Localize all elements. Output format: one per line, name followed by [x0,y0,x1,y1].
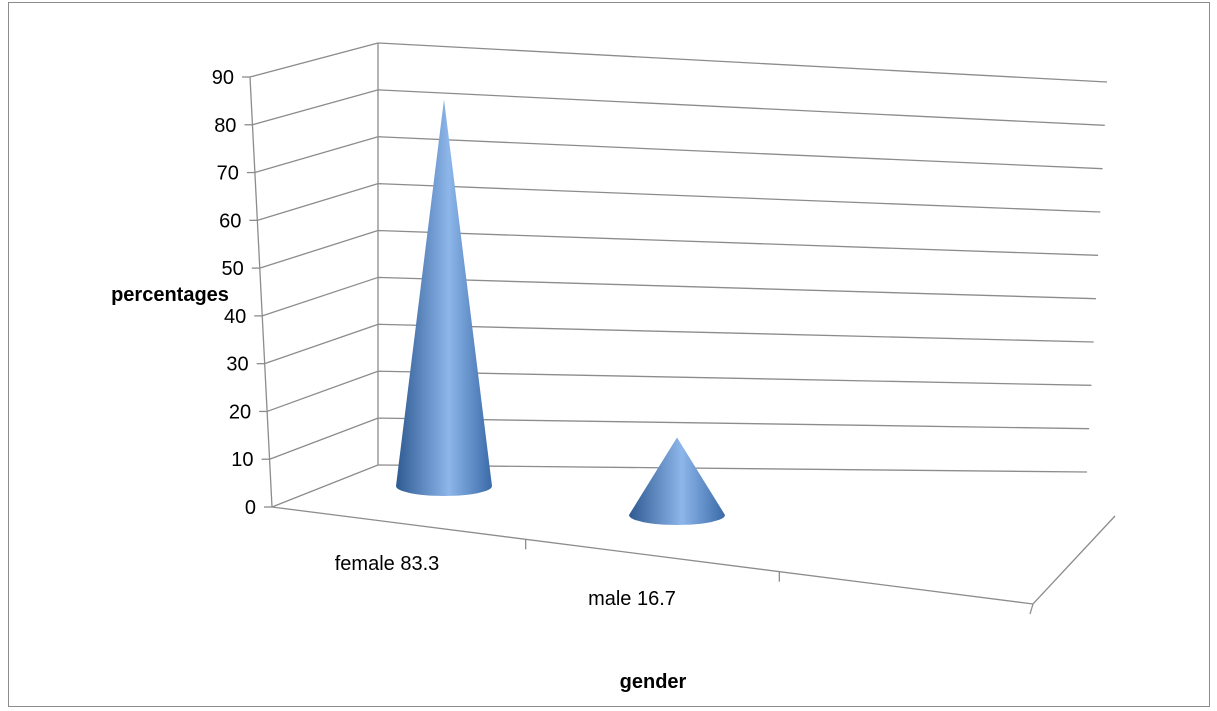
gridline-side [264,323,379,365]
y-axis-title: percentages [111,284,229,306]
y-tick-label: 40 [224,306,246,328]
gridline-back [377,42,1108,83]
gridline-side [271,464,379,508]
y-tick-label: 20 [229,401,251,423]
tick-labels: 0 10 20 30 40 50 60 70 80 90 female 83.3 male 16.7 [212,67,676,610]
gridline-side [257,183,379,221]
axes [242,43,1116,615]
gridline-side [266,370,379,413]
gridline-back [377,136,1103,170]
gridline-back [377,323,1094,343]
y-tick-label: 30 [226,354,248,376]
y-tick-label: 80 [214,115,236,137]
gridline-side [269,417,379,460]
chart-frame [8,2,1210,707]
y-tick-label: 50 [222,258,244,280]
y-tick-label: 0 [245,497,256,519]
gridline-side [259,229,379,269]
x-tick-label: male 16.7 [588,588,676,610]
cone-male [629,437,725,525]
cones [396,99,725,525]
y-tick-label: 90 [212,67,234,89]
y-tick-label: 60 [219,210,241,232]
gridline-back [377,370,1092,386]
gridline-back [377,183,1101,213]
gridline-back [377,276,1096,300]
x-tick-label: female 83.3 [335,553,440,575]
gridline-side [252,89,379,126]
gridline-back [377,229,1099,256]
gridline-side [262,276,379,317]
gridlines [249,42,1108,508]
y-tick-label: 10 [231,449,253,471]
gridline-back [377,89,1105,126]
x-axis-title: gender [620,671,687,693]
gridline-back [377,417,1090,430]
y-tick-label: 70 [217,163,239,185]
y-axis-line [249,76,273,508]
gridline-side [254,136,379,174]
x-tick-mark [1029,603,1034,615]
gridline-back [377,464,1088,473]
gridline-side [249,42,379,78]
cone-female [396,99,492,496]
